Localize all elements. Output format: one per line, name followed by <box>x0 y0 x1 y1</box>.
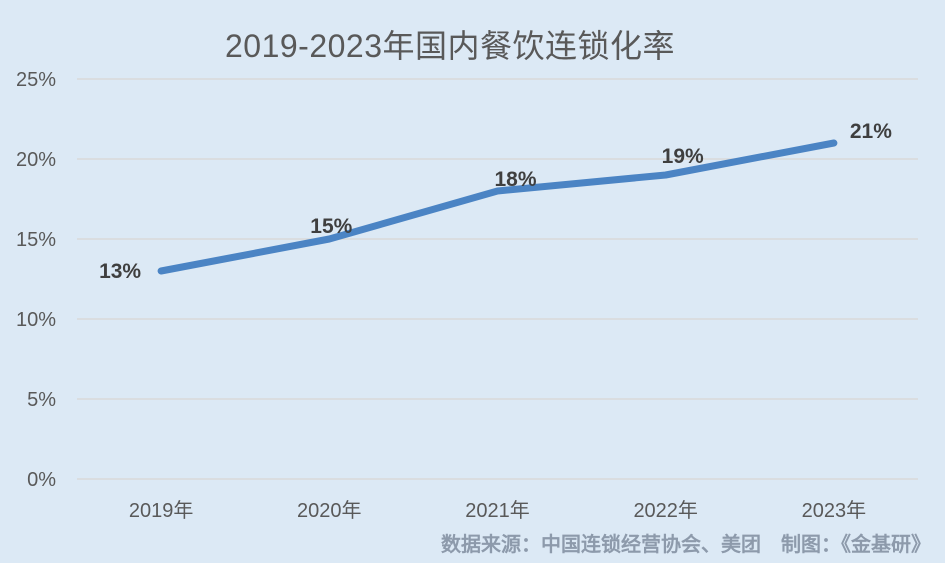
x-tick-label: 2022年 <box>633 499 698 522</box>
x-tick-label: 2019年 <box>129 499 194 522</box>
x-tick-label: 2020年 <box>297 499 362 522</box>
y-tick-label: 0% <box>27 469 56 491</box>
data-label: 21% <box>850 120 892 143</box>
trend-line <box>157 139 838 275</box>
y-tick-label: 10% <box>16 309 56 331</box>
data-label: 19% <box>662 145 704 168</box>
data-label: 13% <box>99 260 141 283</box>
y-tick-label: 15% <box>16 229 56 251</box>
data-label: 15% <box>310 215 352 238</box>
source-note: 数据来源：中国连锁经营协会、美团 制图：《金基研》 <box>441 534 931 556</box>
y-tick-label: 5% <box>27 389 56 411</box>
data-label: 18% <box>494 168 536 191</box>
chart-title: 2019-2023年国内餐饮连锁化率 <box>224 28 676 64</box>
y-tick-label: 25% <box>16 69 56 91</box>
y-tick-label: 20% <box>16 149 56 171</box>
x-tick-label: 2023年 <box>802 499 867 522</box>
x-tick-label: 2021年 <box>465 499 530 522</box>
